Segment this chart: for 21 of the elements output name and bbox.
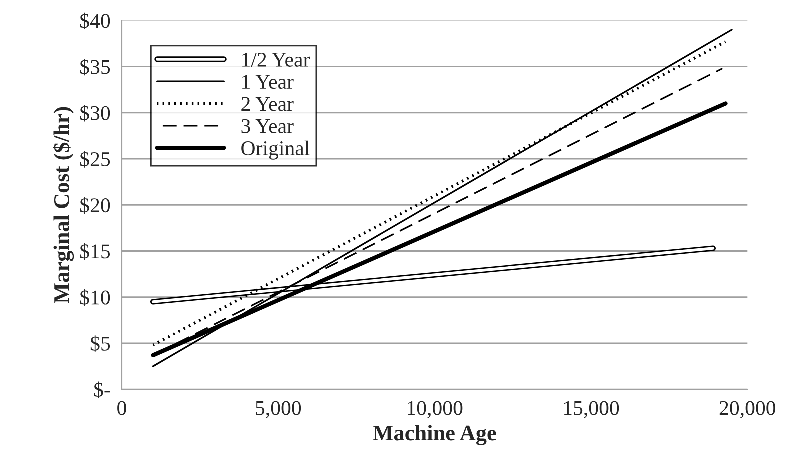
x-axis-title: Machine Age — [373, 425, 496, 446]
legend-label: 2 Year — [242, 97, 294, 112]
y-axis-title: Marginal Cost ($/hr) — [53, 107, 74, 304]
legend-label: 1 Year — [242, 75, 294, 90]
x-tick-label: 0 — [118, 401, 126, 416]
legend-label: 1/2 Year — [242, 52, 310, 67]
y-tick-label: $10 — [80, 289, 110, 306]
y-tick-label: $5 — [90, 336, 110, 352]
legend-label: Original — [242, 140, 310, 160]
x-tick-label: 15,000 — [564, 401, 620, 418]
y-tick-label: $- — [94, 382, 110, 398]
y-tick-label: $15 — [80, 243, 110, 260]
y-tick-label: $20 — [80, 197, 110, 214]
y-tick-label: $30 — [80, 105, 110, 122]
x-tick-label: 10,000 — [408, 401, 463, 418]
x-tick-label: 20,000 — [720, 401, 776, 418]
legend-label: 3 Year — [242, 119, 294, 134]
y-tick-label: $40 — [80, 12, 110, 30]
x-tick-label: 5,000 — [256, 401, 302, 418]
y-tick-label: $25 — [80, 151, 110, 168]
y-tick-label: $35 — [80, 58, 110, 76]
